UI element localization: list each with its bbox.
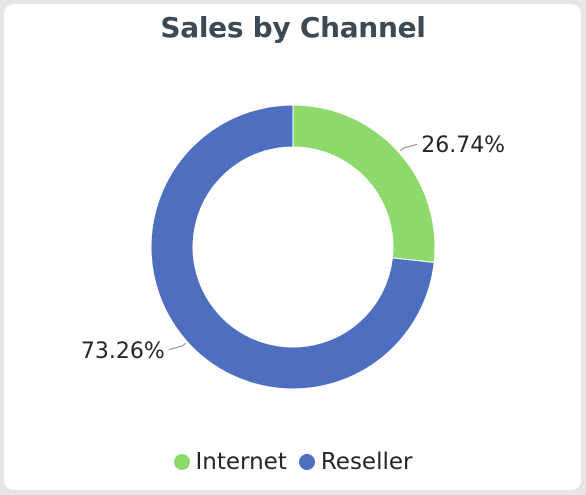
- data-label-reseller: 73.26%: [81, 339, 165, 364]
- data-label-internet: 26.74%: [421, 133, 505, 158]
- donut-slice-internet[interactable]: [292, 104, 436, 264]
- legend-item-internet[interactable]: Internet: [173, 449, 287, 475]
- legend-label-internet: Internet: [195, 449, 287, 475]
- donut-labels: 26.74% 73.26%: [81, 133, 505, 364]
- legend-label-reseller: Reseller: [320, 449, 413, 475]
- legend-swatch-internet: [173, 454, 190, 470]
- chart-title: Sales by Channel: [160, 11, 426, 44]
- chart-card: [4, 4, 581, 490]
- leader-line-reseller: [168, 342, 187, 351]
- donut-slice-reseller[interactable]: [150, 104, 435, 390]
- legend-item-reseller[interactable]: Reseller: [298, 449, 413, 475]
- donut-slices: [150, 104, 436, 390]
- leader-line-internet: [399, 143, 418, 152]
- legend: Internet Reseller: [0, 449, 586, 475]
- legend-swatch-reseller: [298, 454, 315, 470]
